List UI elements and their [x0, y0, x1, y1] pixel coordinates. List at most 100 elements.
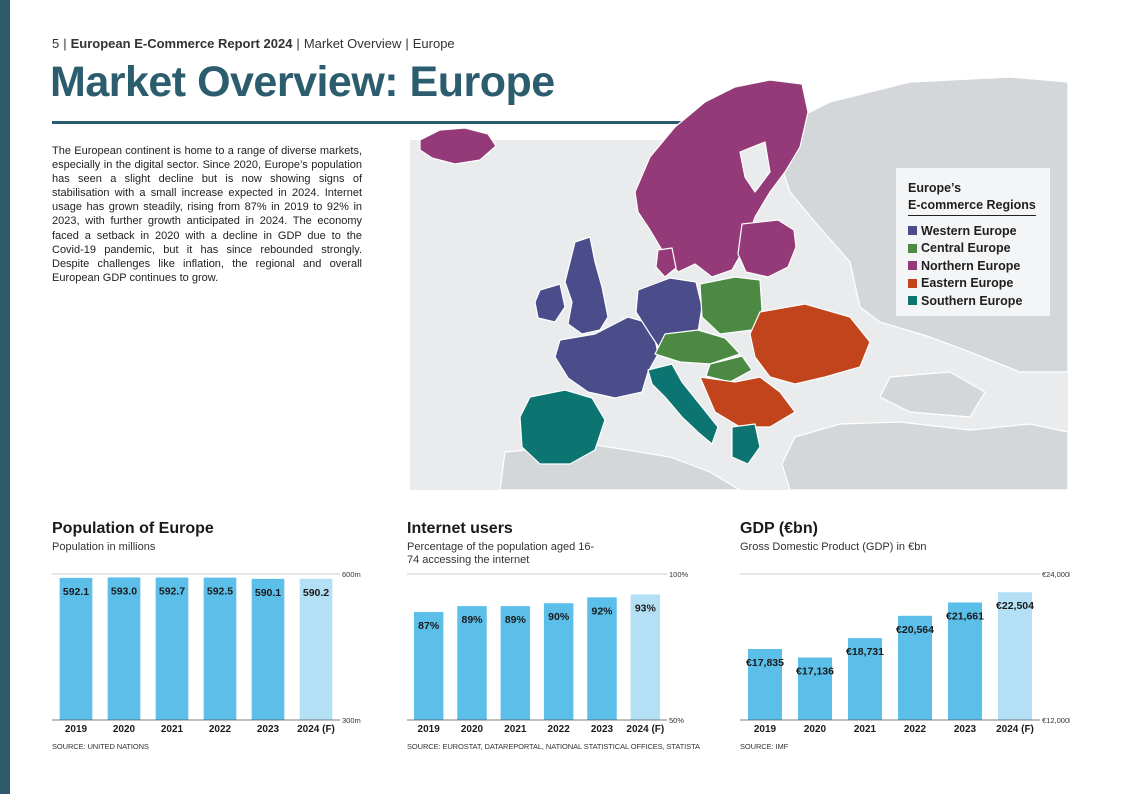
map-region-uk [564, 236, 609, 335]
legend-item-southern-europe: Southern Europe [908, 292, 1038, 310]
chart-category-label: 2021 [854, 724, 877, 735]
chart-value-label: 592.7 [159, 586, 185, 598]
map-legend: Europe’s E-commerce Regions Western Euro… [896, 168, 1050, 316]
chart-y-max-label: 600m [342, 570, 361, 579]
chart-category-label: 2019 [418, 724, 441, 735]
chart-bar [251, 578, 285, 720]
legend-label: Eastern Europe [921, 276, 1014, 291]
legend-title-line1: Europe’s [908, 181, 962, 195]
chart-value-label: 92% [591, 605, 613, 617]
legend-label: Western Europe [921, 223, 1017, 238]
population-chart-svg: 600m 592.1 2019 593.0 2020 592.7 2021 592.5 2022… [52, 570, 361, 735]
section-name: Market Overview [303, 36, 402, 51]
page-title: Market Overview: Europe [50, 58, 555, 106]
legend-item-western-europe: Western Europe [908, 222, 1038, 240]
chart-y-max-label: €24,000bn [1042, 570, 1070, 579]
intro-paragraph: The European continent is home to a rang… [52, 145, 362, 284]
map-region-hungary [705, 355, 753, 383]
chart-value-label: 592.5 [207, 586, 233, 598]
gdp-chart-svg: €24,000bn €17,835 2019 €17,136 2020 €18,731 20… [740, 570, 1070, 735]
region-name: Europe [412, 36, 455, 51]
chart-category-label: 2024 (F) [297, 724, 335, 735]
legend-item-northern-europe: Northern Europe [908, 257, 1038, 275]
legend-title-line2: E-commerce Regions [908, 197, 1036, 216]
internet-users-chart: Internet users Percentage of the populat… [407, 520, 700, 755]
chart-value-label: 590.2 [303, 587, 329, 599]
side-accent-bar [0, 0, 10, 794]
chart-subtitle: Gross Domestic Product (GDP) in €bn [740, 541, 927, 553]
map-region-iceland [419, 127, 497, 165]
chart-value-label: 89% [505, 614, 527, 626]
chart-category-label: 2023 [954, 724, 977, 735]
legend-swatch [908, 243, 917, 253]
chart-y-min-label: 50% [669, 716, 684, 725]
chart-bar [299, 578, 333, 720]
map-region-iberia [519, 389, 606, 465]
legend-swatch [908, 296, 917, 306]
chart-bar [543, 603, 574, 720]
chart-value-label: 87% [418, 620, 440, 632]
chart-title: Population of Europe [52, 520, 214, 537]
chart-category-label: 2022 [209, 724, 232, 735]
chart-category-label: 2021 [161, 724, 184, 735]
legend-swatch [908, 226, 917, 236]
chart-bar [413, 611, 444, 720]
map-region-ireland [534, 283, 566, 323]
chart-category-label: 2024 (F) [996, 724, 1034, 735]
chart-category-label: 2019 [754, 724, 777, 735]
population-chart: Population of Europe Population in milli… [52, 520, 370, 755]
chart-bar [848, 638, 882, 720]
chart-bar [748, 649, 782, 720]
chart-category-label: 2024 (F) [626, 724, 664, 735]
chart-y-min-label: 300m [342, 716, 361, 725]
chart-bar [500, 606, 531, 720]
map-region-romania-balkans [699, 376, 796, 428]
chart-source: SOURCE: EUROSTAT, DATAREPORTAL, NATIONAL… [407, 742, 700, 751]
map-region-denmark [655, 247, 677, 278]
chart-category-label: 2022 [904, 724, 927, 735]
chart-bar [898, 615, 932, 720]
chart-value-label: €20,564 [896, 624, 934, 636]
chart-y-max-label: 100% [669, 570, 689, 579]
gdp-chart: GDP (€bn) Gross Domestic Product (GDP) i… [740, 520, 1070, 755]
chart-title: GDP (€bn) [740, 520, 818, 537]
map-land-turkey [781, 421, 1068, 490]
chart-bar [155, 577, 189, 720]
chart-category-label: 2023 [257, 724, 280, 735]
legend-item-central-europe: Central Europe [908, 240, 1038, 258]
chart-bar [107, 577, 141, 720]
chart-value-label: €18,731 [846, 646, 884, 658]
map-region-baltics [737, 219, 797, 278]
legend-swatch [908, 261, 917, 271]
chart-category-label: 2020 [804, 724, 827, 735]
page-number: 5 [52, 36, 60, 51]
chart-y-min-label: €12,000bn [1042, 716, 1070, 725]
legend-label: Southern Europe [921, 293, 1023, 308]
chart-category-label: 2020 [461, 724, 484, 735]
chart-bar [457, 606, 487, 720]
chart-value-label: €21,661 [946, 610, 984, 622]
map-region-italy [647, 363, 719, 445]
chart-value-label: €22,504 [996, 600, 1034, 612]
chart-value-label: 93% [635, 602, 657, 614]
map-region-greece [731, 423, 761, 465]
chart-source: SOURCE: UNITED NATIONS [52, 742, 149, 751]
chart-bar [587, 597, 617, 720]
legend-label: Northern Europe [921, 258, 1021, 273]
chart-bar [798, 657, 832, 720]
chart-value-label: €17,835 [746, 657, 784, 669]
chart-category-label: 2022 [548, 724, 571, 735]
legend-swatch [908, 278, 917, 288]
chart-category-label: 2020 [113, 724, 136, 735]
chart-value-label: 592.1 [63, 586, 89, 598]
map-region-ukraine [749, 303, 871, 385]
title-divider [52, 121, 697, 124]
chart-title: Internet users [407, 520, 513, 537]
legend-title: Europe’s E-commerce Regions [908, 180, 1038, 216]
chart-source: SOURCE: IMF [740, 742, 789, 751]
chart-value-label: 593.0 [111, 585, 137, 597]
report-title: European E-Commerce Report 2024 [70, 36, 293, 51]
chart-bar [203, 577, 237, 720]
map-land-caucasus [879, 371, 986, 418]
legend-item-eastern-europe: Eastern Europe [908, 275, 1038, 293]
